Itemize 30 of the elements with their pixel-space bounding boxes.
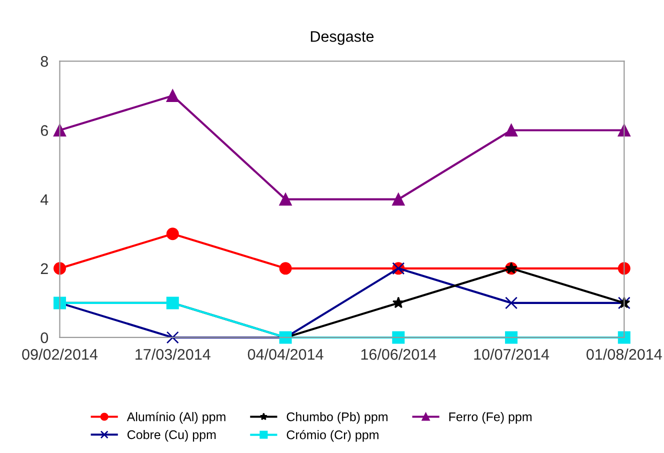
x-tick-label: 16/06/2014 — [361, 348, 436, 360]
legend-label: Cobre (Cu) ppm — [127, 430, 216, 442]
legend-label: Chumbo (Pb) ppm — [286, 412, 388, 424]
y-tick-label: 2 — [40, 263, 48, 274]
point — [505, 124, 518, 136]
x-tick-label: 04/04/2014 — [248, 348, 324, 360]
point — [166, 331, 179, 344]
x-tick-label: 09/02/2014 — [22, 348, 98, 360]
chart-title: Desgaste — [310, 31, 374, 45]
y-tick-label: 8 — [40, 56, 48, 67]
point — [279, 193, 292, 206]
legend-label: Alumínio (Al) ppm — [126, 412, 226, 424]
point — [166, 228, 179, 240]
point — [505, 296, 518, 310]
point — [618, 262, 630, 275]
point — [392, 331, 405, 344]
point — [505, 331, 518, 344]
point — [166, 89, 179, 102]
point — [618, 331, 630, 344]
legend-label: Crómio (Cr) ppm — [286, 430, 378, 442]
y-tick-label: 0 — [40, 332, 48, 344]
point — [392, 193, 405, 206]
x-tick-label: 01/08/2014 — [586, 348, 662, 360]
point — [392, 296, 404, 308]
x-tick-label: 17/03/2014 — [136, 348, 210, 360]
x-tick-label: 10/07/2014 — [474, 348, 550, 360]
legend-label: Ferro (Fe) ppm — [449, 412, 532, 424]
y-tick-label: 6 — [40, 125, 48, 136]
y-tick-label: 4 — [40, 194, 48, 205]
point — [279, 262, 292, 275]
